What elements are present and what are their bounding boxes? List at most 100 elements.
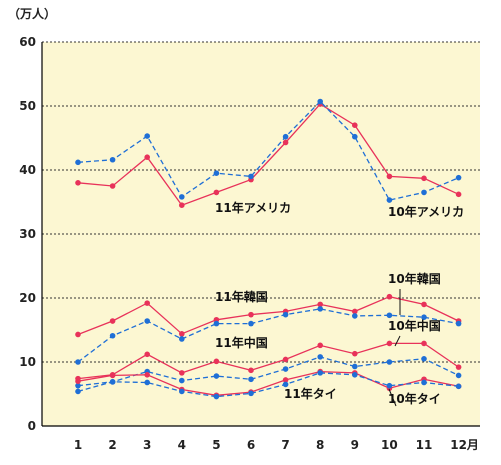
y-tick-label: 40 bbox=[19, 163, 36, 177]
x-tick-label: 9 bbox=[351, 438, 359, 452]
series-line bbox=[77, 342, 459, 380]
series-label: 11年中国 bbox=[215, 335, 268, 350]
data-point bbox=[75, 382, 81, 389]
data-point bbox=[352, 372, 358, 378]
series-10年タイ bbox=[75, 370, 462, 400]
series-label: 11年タイ bbox=[284, 386, 337, 401]
x-tick-labels: 1 2 3 4 5 6 7 8 9 10 11 12月 bbox=[74, 438, 479, 452]
data-point bbox=[213, 189, 220, 196]
x-tick-label: 10 bbox=[381, 438, 398, 452]
data-point bbox=[248, 376, 254, 383]
series-labels: 11年アメリカ 10年アメリカ 11年韓国 10年韓国 11年中国 10年中国 11年タイ 1… bbox=[215, 200, 464, 407]
data-point bbox=[352, 133, 358, 140]
data-point bbox=[144, 351, 150, 358]
data-point bbox=[248, 311, 254, 318]
data-point bbox=[248, 173, 254, 180]
series-layer bbox=[75, 98, 462, 400]
y-tick-label: 20 bbox=[19, 291, 36, 305]
data-point bbox=[75, 388, 81, 395]
data-point bbox=[213, 170, 220, 176]
data-point bbox=[179, 194, 185, 200]
data-point bbox=[109, 156, 116, 163]
series-label: 10年アメリカ bbox=[388, 204, 464, 219]
x-tick-label: 5 bbox=[212, 438, 220, 452]
data-point bbox=[282, 356, 289, 363]
data-point bbox=[421, 340, 427, 347]
data-point bbox=[455, 174, 462, 181]
data-point bbox=[386, 359, 393, 365]
data-point bbox=[144, 300, 150, 306]
label-leader-line bbox=[388, 388, 397, 407]
data-point bbox=[352, 122, 358, 128]
series-label: 10年韓国 bbox=[388, 271, 441, 286]
data-point bbox=[179, 388, 185, 395]
data-point bbox=[455, 364, 462, 370]
data-point bbox=[317, 98, 324, 105]
data-point bbox=[109, 183, 116, 189]
data-point bbox=[282, 133, 289, 140]
series-line bbox=[77, 296, 459, 336]
series-label: 10年タイ bbox=[388, 391, 441, 406]
data-point bbox=[248, 367, 254, 374]
data-point bbox=[352, 308, 358, 315]
data-point bbox=[386, 312, 393, 319]
x-tick-label: 4 bbox=[178, 438, 186, 452]
y-tick-label: 0 bbox=[28, 419, 36, 433]
data-point bbox=[352, 350, 358, 357]
series-line bbox=[77, 372, 459, 398]
data-point bbox=[179, 336, 185, 342]
data-point bbox=[386, 382, 393, 389]
data-point bbox=[386, 197, 393, 203]
data-point bbox=[282, 139, 289, 146]
data-point bbox=[421, 189, 427, 196]
series-line bbox=[77, 308, 459, 363]
series-label: 11年韓国 bbox=[215, 289, 268, 304]
data-point bbox=[317, 301, 324, 308]
series-line bbox=[77, 100, 459, 201]
data-point bbox=[109, 332, 116, 339]
data-point bbox=[317, 306, 324, 312]
data-point bbox=[421, 379, 427, 386]
data-point bbox=[248, 390, 254, 397]
y-axis-unit-label: （万人） bbox=[8, 6, 56, 21]
data-point bbox=[179, 370, 185, 376]
data-point bbox=[179, 331, 185, 337]
data-point bbox=[352, 363, 358, 370]
grid-lines bbox=[42, 41, 480, 363]
series-line bbox=[77, 103, 459, 206]
y-tick-label: 30 bbox=[19, 227, 36, 241]
series-11年アメリカ bbox=[75, 101, 462, 208]
data-point bbox=[455, 320, 462, 327]
data-point bbox=[282, 381, 289, 388]
data-point bbox=[386, 293, 393, 300]
y-tick-label: 10 bbox=[19, 355, 36, 369]
data-point bbox=[386, 340, 393, 347]
data-point bbox=[213, 393, 220, 400]
data-point bbox=[455, 372, 462, 379]
data-point bbox=[75, 159, 81, 166]
data-point bbox=[248, 320, 254, 327]
series-label: 10年中国 bbox=[388, 318, 441, 333]
data-point bbox=[75, 180, 81, 186]
data-point bbox=[421, 175, 427, 182]
data-point bbox=[109, 372, 116, 379]
x-tick-label: 2 bbox=[108, 438, 116, 452]
series-10年アメリカ bbox=[75, 98, 462, 203]
data-point bbox=[386, 173, 393, 180]
x-tick-label: 6 bbox=[247, 438, 255, 452]
data-point bbox=[317, 354, 324, 360]
data-point bbox=[144, 154, 150, 160]
data-point bbox=[179, 202, 185, 208]
x-tick-label: 11 bbox=[416, 438, 433, 452]
data-point bbox=[75, 331, 81, 338]
y-tick-label: 50 bbox=[19, 99, 36, 113]
data-point bbox=[144, 318, 150, 324]
series-10年韓国 bbox=[75, 306, 462, 365]
data-point bbox=[179, 377, 185, 384]
data-point bbox=[213, 320, 220, 327]
x-tick-label: 7 bbox=[281, 438, 289, 452]
data-point bbox=[282, 377, 289, 383]
data-point bbox=[213, 373, 220, 379]
x-tick-label: 1 bbox=[74, 438, 82, 452]
